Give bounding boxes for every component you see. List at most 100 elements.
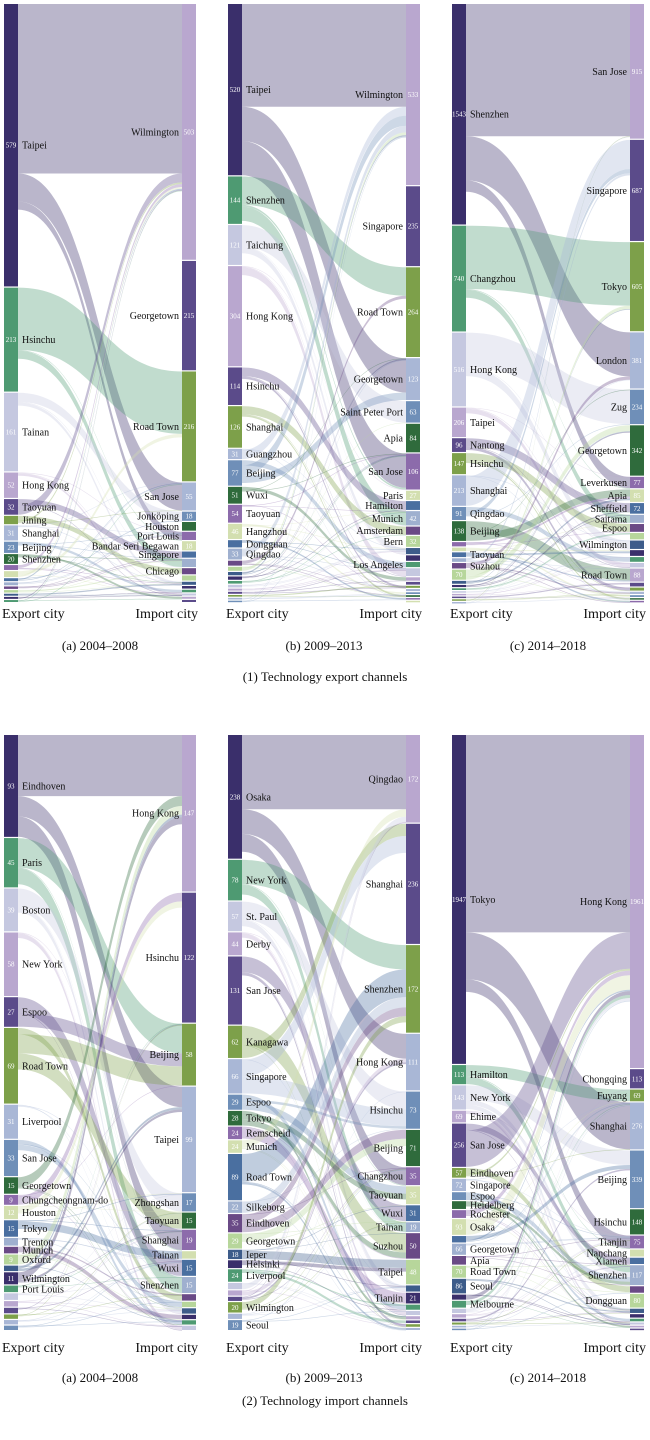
flow-band xyxy=(466,309,630,584)
right-node-label: Singapore xyxy=(138,550,179,561)
flow-band xyxy=(242,266,406,555)
left-node-bar xyxy=(228,588,242,591)
flow-band xyxy=(18,1053,182,1229)
left-node-bar xyxy=(228,560,242,566)
flow-band xyxy=(242,1110,406,1320)
flow-band xyxy=(466,1099,630,1278)
flow-band xyxy=(466,561,630,593)
right-node-label: Tianjin xyxy=(374,1294,403,1305)
flow-band xyxy=(18,1302,182,1327)
flow-band xyxy=(18,1027,182,1301)
right-node-bar xyxy=(406,453,420,490)
flow-band xyxy=(242,1127,406,1259)
flow-band xyxy=(18,1024,182,1310)
flow-band xyxy=(466,1123,630,1265)
right-node-bar xyxy=(630,1293,644,1308)
flow-band xyxy=(466,1201,630,1328)
left-node-value: 69 xyxy=(8,1062,16,1070)
left-node-label: Tokyo xyxy=(246,1114,271,1125)
flow-band xyxy=(466,552,630,593)
left-node-bar xyxy=(452,1243,466,1255)
right-node-value: 63 xyxy=(410,408,418,416)
flow-band xyxy=(242,551,406,590)
right-node-value: 117 xyxy=(632,1272,643,1280)
left-axis-label: Export city xyxy=(450,1341,513,1356)
flow-band xyxy=(18,1321,182,1327)
left-node-label: Hamilton xyxy=(470,1070,508,1081)
right-node-bar xyxy=(630,1235,644,1249)
flow-band xyxy=(18,186,182,578)
flow-band xyxy=(242,809,406,1059)
left-node-bar xyxy=(228,1059,242,1094)
right-axis-label: Import city xyxy=(135,1341,198,1356)
flow-band xyxy=(466,932,630,1167)
left-node-bar xyxy=(228,1025,242,1058)
right-node-label: Beijing xyxy=(598,1175,627,1186)
flow-band xyxy=(466,453,630,532)
left-node-bar xyxy=(452,1085,466,1110)
left-node-bar xyxy=(452,1219,466,1235)
left-node-bar xyxy=(452,225,466,332)
right-node-value: 31 xyxy=(410,1210,418,1218)
flow-band xyxy=(466,1168,630,1293)
left-node-bar xyxy=(4,582,18,586)
left-node-label: Suzhou xyxy=(470,561,500,572)
left-node-bar xyxy=(4,1220,18,1237)
right-node-value: 172 xyxy=(408,775,419,783)
left-node-bar xyxy=(452,1328,466,1331)
right-node-bar xyxy=(406,823,420,944)
right-axis-label: Import city xyxy=(135,607,198,622)
right-node-value: 19 xyxy=(186,1236,194,1244)
right-node-label: Shenzhen xyxy=(140,1281,179,1292)
left-node-bar xyxy=(4,1027,18,1104)
left-node-bar xyxy=(228,1233,242,1249)
flow-band xyxy=(242,969,406,1182)
flow-band xyxy=(18,1220,182,1231)
left-node-value: 93 xyxy=(8,782,16,790)
left-node-value: 32 xyxy=(8,503,16,511)
flow-band xyxy=(18,1237,182,1262)
right-node-bar xyxy=(630,389,644,425)
right-node-label: Hsinchu xyxy=(370,1106,403,1117)
flow-band xyxy=(466,136,630,604)
left-node-bar xyxy=(452,596,466,599)
left-node-bar xyxy=(452,4,466,225)
flow-band xyxy=(242,569,406,591)
flow-band xyxy=(466,1300,630,1329)
right-node-bar xyxy=(406,267,420,357)
flow-band xyxy=(18,201,182,540)
flow-band xyxy=(242,1016,406,1309)
flow-band xyxy=(466,289,630,489)
right-node-bar xyxy=(182,1193,196,1212)
left-node-bar xyxy=(4,1325,18,1330)
flow-band xyxy=(242,564,406,596)
flow-band xyxy=(242,540,406,600)
right-node-bar xyxy=(406,1091,420,1129)
flow-band xyxy=(242,1287,406,1322)
flow-band xyxy=(18,933,182,1330)
flow-band xyxy=(242,1269,406,1306)
right-node-value: 503 xyxy=(184,128,195,136)
panel-caption: (b) 2009–2013 xyxy=(286,1370,363,1385)
flow-band xyxy=(466,1265,630,1293)
right-node-bar xyxy=(182,551,196,558)
flow-band xyxy=(242,1269,406,1306)
flow-band xyxy=(466,496,630,545)
flow-band xyxy=(466,521,630,581)
flow-band xyxy=(18,1301,182,1311)
left-node-bar xyxy=(228,406,242,448)
right-node-value: 276 xyxy=(632,1122,643,1130)
flow-band xyxy=(18,1034,182,1086)
flow-band xyxy=(466,547,630,597)
left-node-value: 740 xyxy=(454,275,465,283)
flow-band xyxy=(466,1239,630,1316)
left-node-value: 57 xyxy=(232,913,240,921)
flow-band xyxy=(242,1260,406,1287)
flow-band xyxy=(466,1194,630,1238)
flow-band xyxy=(242,4,406,107)
left-node-bar xyxy=(452,1168,466,1178)
flow-band xyxy=(242,1094,406,1310)
flow-band xyxy=(18,1085,182,1196)
flow-band xyxy=(466,431,630,587)
flow-band xyxy=(242,580,406,593)
